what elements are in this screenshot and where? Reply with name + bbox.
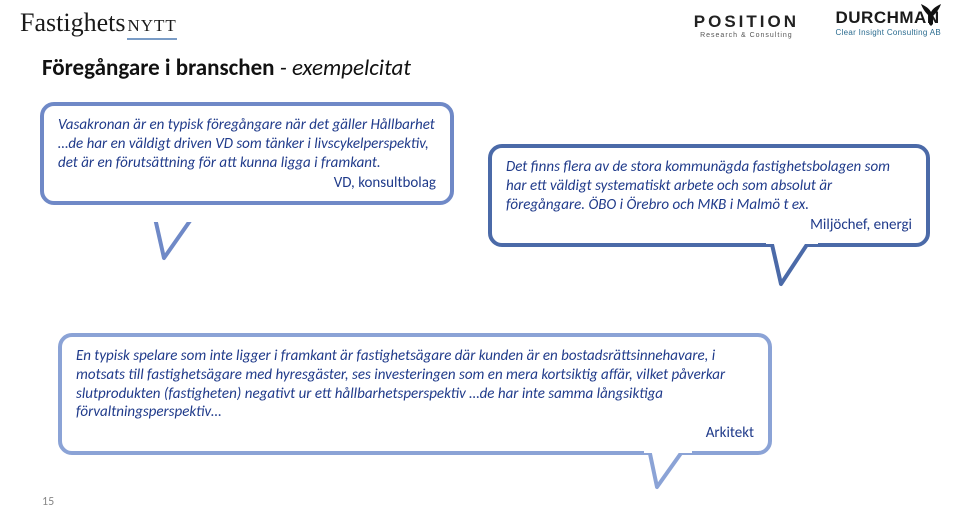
page-title: Föregångare i branschen - exempelcitat [42,54,411,82]
speech-tail-icon [150,218,210,262]
durchman-logo-line2: Clear Insight Consulting AB [836,28,942,37]
page-number: 15 [42,495,54,509]
durchman-logo: DURCHMAN Clear Insight Consulting AB [836,8,942,37]
speech-tail-icon [766,240,826,288]
logo-part2: nytt [127,11,176,40]
quote-attribution: Miljöchef, energi [506,216,912,235]
quote-bubble-2: Det finns flera av de stora kommunägda f… [488,144,930,247]
position-logo-line1: POSITION [694,12,799,32]
logo-part1: Fastighets [20,8,125,37]
position-logo: POSITION Research & Consulting [694,12,799,39]
fastighetsnytt-logo: Fastighetsnytt [20,8,177,38]
quote-bubble-3: En typisk spelare som inte ligger i fram… [58,333,772,455]
speech-tail-icon [644,449,702,491]
title-rest: - exempelcitat [275,54,411,82]
quote-text: Vasakronan är en typisk föregångare när … [58,116,435,172]
quote-bubble-1: Vasakronan är en typisk föregångare när … [40,102,454,205]
quote-text: Det finns flera av de stora kommunägda f… [506,158,890,214]
quote-attribution: VD, konsultbolag [58,174,436,193]
quote-attribution: Arkitekt [76,424,754,443]
title-bold: Föregångare i branschen [42,54,275,82]
quote-text: En typisk spelare som inte ligger i fram… [76,347,725,421]
position-logo-line2: Research & Consulting [694,32,799,39]
eagle-icon [917,2,945,28]
